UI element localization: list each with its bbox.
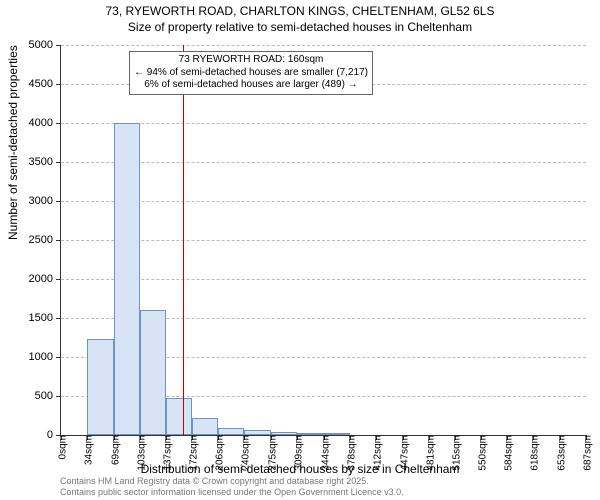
histogram-bar bbox=[192, 418, 218, 435]
credits-line1: Contains HM Land Registry data © Crown c… bbox=[60, 476, 404, 487]
y-axis-title: Number of semi-detached properties bbox=[6, 45, 20, 240]
ytick-label: 4500 bbox=[13, 78, 53, 90]
ytick-mark bbox=[56, 84, 61, 85]
ytick-mark bbox=[56, 201, 61, 202]
gridline bbox=[61, 123, 586, 124]
ytick-mark bbox=[56, 45, 61, 46]
reference-line bbox=[183, 45, 184, 435]
ytick-mark bbox=[56, 396, 61, 397]
gridline bbox=[61, 162, 586, 163]
ytick-mark bbox=[56, 357, 61, 358]
ytick-label: 0 bbox=[13, 429, 53, 441]
ytick-label: 1500 bbox=[13, 312, 53, 324]
histogram-bar bbox=[218, 428, 244, 435]
histogram-bar bbox=[87, 339, 114, 435]
gridline bbox=[61, 201, 586, 202]
annotation-line3: 6% of semi-detached houses are larger (4… bbox=[134, 79, 368, 92]
annotation-box: 73 RYEWORTH ROAD: 160sqm← 94% of semi-de… bbox=[129, 51, 373, 95]
gridline bbox=[61, 279, 586, 280]
chart-title: 73, RYEWORTH ROAD, CHARLTON KINGS, CHELT… bbox=[0, 0, 600, 35]
xtick-label: 34sqm bbox=[79, 435, 94, 465]
credits-line2: Contains public sector information licen… bbox=[60, 487, 404, 498]
title-line2: Size of property relative to semi-detach… bbox=[0, 20, 600, 36]
ytick-label: 2000 bbox=[13, 273, 53, 285]
ytick-mark bbox=[56, 318, 61, 319]
gridline bbox=[61, 240, 586, 241]
histogram-bar bbox=[114, 123, 140, 435]
annotation-line2: ← 94% of semi-detached houses are smalle… bbox=[134, 67, 368, 80]
ytick-label: 2500 bbox=[13, 234, 53, 246]
ytick-label: 500 bbox=[13, 390, 53, 402]
xtick-label: 0sqm bbox=[54, 435, 69, 459]
xtick-label: 69sqm bbox=[106, 435, 121, 465]
ytick-mark bbox=[56, 240, 61, 241]
annotation-line1: 73 RYEWORTH ROAD: 160sqm bbox=[134, 54, 368, 67]
ytick-mark bbox=[56, 123, 61, 124]
title-line1: 73, RYEWORTH ROAD, CHARLTON KINGS, CHELT… bbox=[0, 4, 600, 20]
x-axis-title: Distribution of semi-detached houses by … bbox=[0, 462, 600, 476]
gridline bbox=[61, 45, 586, 46]
ytick-mark bbox=[56, 279, 61, 280]
ytick-mark bbox=[56, 162, 61, 163]
plot-area: 0sqm34sqm69sqm103sqm137sqm172sqm206sqm24… bbox=[60, 45, 586, 436]
histogram-bar bbox=[166, 398, 193, 435]
ytick-label: 3500 bbox=[13, 156, 53, 168]
ytick-label: 1000 bbox=[13, 351, 53, 363]
ytick-label: 3000 bbox=[13, 195, 53, 207]
histogram-bar bbox=[140, 310, 166, 435]
credits: Contains HM Land Registry data © Crown c… bbox=[60, 476, 404, 498]
ytick-label: 4000 bbox=[13, 117, 53, 129]
ytick-label: 5000 bbox=[13, 39, 53, 51]
